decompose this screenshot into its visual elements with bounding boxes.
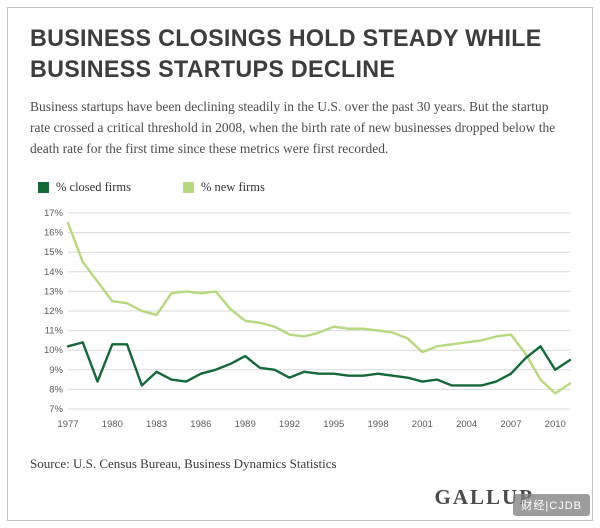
chart-svg: 7% 8% 9% 10% 11% 12% 13% 14% 15% 16% 17% 1977 1980 19… xyxy=(44,208,572,430)
x-tick-label: 1992 xyxy=(279,419,300,430)
y-tick-label: 17% xyxy=(44,208,64,219)
x-tick-label: 2001 xyxy=(412,419,433,430)
x-tick-label: 2004 xyxy=(456,419,477,430)
y-tick-label: 12% xyxy=(44,306,64,317)
source-note: Source: U.S. Census Bureau, Business Dyn… xyxy=(30,456,337,472)
watermark-badge: 财经|CJDB xyxy=(513,494,590,516)
page-title-line2: BUSINESS STARTUPS DECLINE xyxy=(30,55,396,83)
report-card: BUSINESS CLOSINGS HOLD STEADY WHILE BUSI… xyxy=(7,7,593,521)
y-tick-label: 16% xyxy=(44,228,64,239)
y-tick-label: 7% xyxy=(49,404,63,415)
x-tick-label: 1998 xyxy=(367,419,388,430)
legend-swatch-new-firms xyxy=(182,182,194,194)
x-tick-label: 1977 xyxy=(57,419,78,430)
x-tick-label: 2010 xyxy=(545,419,566,430)
y-tick-label: 13% xyxy=(44,287,64,298)
series-line-new-firms xyxy=(66,221,572,395)
y-tick-label: 9% xyxy=(49,365,63,376)
series-line-closed-firms xyxy=(66,341,572,387)
chart-description: Business startups have been declining st… xyxy=(30,99,556,157)
x-tick-label: 2007 xyxy=(500,419,521,430)
y-tick-label: 15% xyxy=(44,247,64,258)
chart-legend: % closed firms % new firms xyxy=(38,180,570,195)
y-tick-label: 10% xyxy=(44,345,64,356)
page-title: BUSINESS CLOSINGS HOLD STEADY WHILE BUSI… xyxy=(30,24,554,85)
page-title-line1: BUSINESS CLOSINGS HOLD STEADY WHILE xyxy=(30,25,542,52)
legend-item-new-firms: % new firms xyxy=(182,180,265,195)
legend-label-closed-firms: % closed firms xyxy=(56,180,131,195)
x-tick-label: 1983 xyxy=(146,419,167,430)
y-tick-label: 14% xyxy=(44,267,64,278)
legend-item-closed-firms: % closed firms xyxy=(38,180,131,195)
x-tick-label: 1980 xyxy=(102,419,123,430)
legend-swatch-closed-firms xyxy=(38,182,49,194)
y-tick-label: 8% xyxy=(49,385,63,396)
y-tick-label: 11% xyxy=(45,326,64,337)
legend-label-new-firms: % new firms xyxy=(200,180,265,195)
x-tick-label: 1989 xyxy=(235,419,256,430)
x-tick-label: 1995 xyxy=(323,419,344,430)
x-tick-label: 1986 xyxy=(190,419,211,430)
